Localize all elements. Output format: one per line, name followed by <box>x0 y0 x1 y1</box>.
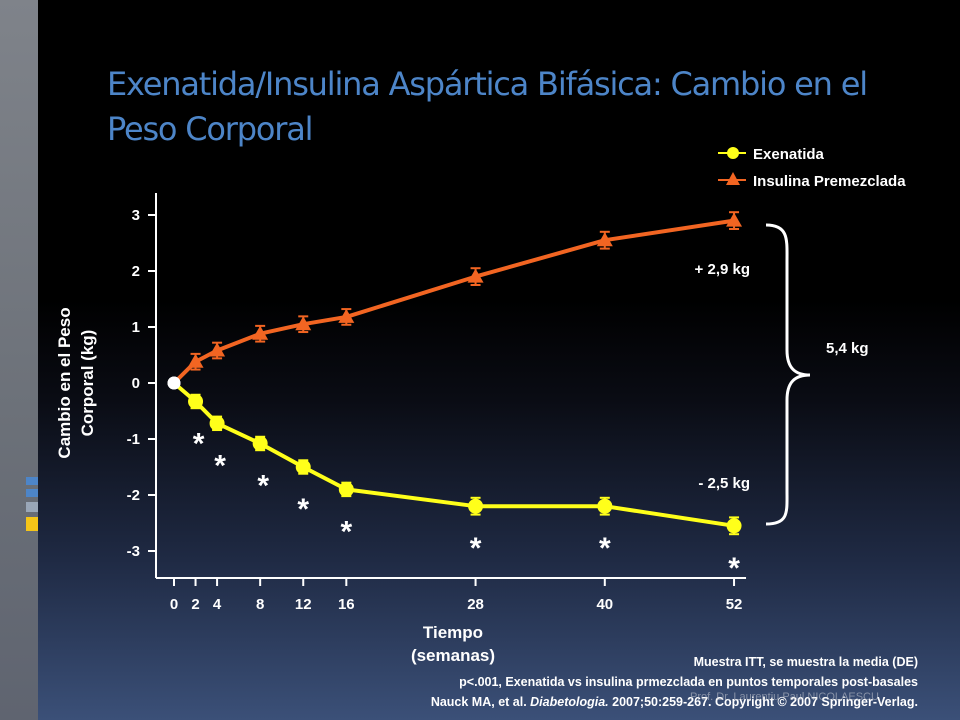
insulina-point-1 <box>187 353 204 368</box>
series-line-0 <box>172 381 735 528</box>
insulina-point-2 <box>209 342 226 357</box>
y-axis-label-line2: Corporal (kg) <box>78 330 97 437</box>
legend-marker-insulina <box>726 172 740 185</box>
baseline-point <box>167 376 181 390</box>
footnote-journal: Diabetologia. <box>530 695 609 709</box>
exenatida-point-4 <box>295 459 311 475</box>
legend: Exenatida Insulina Premezclada <box>718 146 906 190</box>
x-axis-label-line1: Tiempo <box>423 623 483 642</box>
x-tick-label-1: 2 <box>191 596 199 613</box>
exenatida-point-7 <box>597 498 613 514</box>
significance-star-0: * <box>193 427 205 460</box>
insulina-point-3 <box>252 325 269 340</box>
series-line-1 <box>172 218 735 385</box>
y-tick-label-0: -3 <box>127 543 140 560</box>
significance-star-4: * <box>340 515 352 548</box>
significance-star-6: * <box>599 532 611 565</box>
x-tick-label-4: 12 <box>295 596 312 613</box>
footnote-citation: 2007;50:259-267. Copyright © 2007 Spring… <box>608 695 918 709</box>
x-axis-label-line2: (semanas) <box>411 646 495 665</box>
significance-star-2: * <box>257 469 269 502</box>
significance-star-5: * <box>470 532 482 565</box>
legend-label-exenatida: Exenatida <box>753 146 825 163</box>
x-tick-label-8: 52 <box>726 596 743 613</box>
footnote-line-1: Muestra ITT, se muestra la media (DE) <box>693 655 918 669</box>
series-markers <box>167 212 743 534</box>
insulina-point-4 <box>295 316 312 331</box>
left-decorative-strip <box>0 0 38 720</box>
insulina-point-8 <box>726 212 743 227</box>
error-bars <box>190 211 740 536</box>
x-tick-label-2: 4 <box>213 596 222 613</box>
x-tick-label-5: 16 <box>338 596 355 613</box>
difference-brace <box>765 223 811 526</box>
strip-square-1 <box>26 477 38 485</box>
significance-star-1: * <box>214 449 226 482</box>
strip-square-2 <box>26 489 38 497</box>
insulina-point-6 <box>467 268 484 283</box>
annotation-exenatide-change: - 2,5 kg <box>698 475 750 492</box>
x-tick-label-3: 8 <box>256 596 264 613</box>
insulina-point-7 <box>596 232 613 247</box>
legend-marker-exenatida <box>727 147 739 159</box>
exenatida-point-2 <box>209 415 225 431</box>
y-tick-label-5: 2 <box>132 263 140 280</box>
significance-star-7: * <box>728 552 740 585</box>
footnote: Muestra ITT, se muestra la media (DE) p<… <box>431 652 918 712</box>
exenatida-point-5 <box>338 481 354 497</box>
significance-star-3: * <box>297 493 309 526</box>
y-tick-label-2: -1 <box>127 431 140 448</box>
exenatida-point-8 <box>726 518 742 534</box>
x-tick-label-0: 0 <box>170 596 178 613</box>
x-tick-label-7: 40 <box>596 596 613 613</box>
footnote-authors: Nauck MA, et al. <box>430 695 531 709</box>
y-tick-label-4: 1 <box>132 319 140 336</box>
annotation-difference: 5,4 kg <box>826 340 869 357</box>
strip-square-3 <box>26 502 38 512</box>
x-tick-label-6: 28 <box>467 596 484 613</box>
y-tick-label-6: 3 <box>132 207 140 224</box>
footnote-line-3: Nauck MA, et al. Diabetologia. 2007;50:2… <box>431 692 918 712</box>
footnote-line-2: p<.001, Exenatida vs insulina prmezclada… <box>459 675 918 689</box>
y-tick-label-3: 0 <box>132 375 140 392</box>
slide-title: Exenatida/Insulina Aspártica Bifásica: C… <box>107 65 868 148</box>
insulina-point-5 <box>338 308 355 323</box>
exenatida-point-6 <box>468 498 484 514</box>
exenatida-point-1 <box>188 393 204 409</box>
y-tick-label-1: -2 <box>127 487 140 504</box>
strip-square-4 <box>26 517 38 531</box>
watermark: Prof. Dr. Laurentiu Paul NICOLAESCU <box>690 691 879 703</box>
exenatida-point-3 <box>252 435 268 451</box>
legend-label-insulina: Insulina Premezclada <box>753 173 906 190</box>
significance-markers: * * * * * * * * <box>193 427 740 585</box>
slide-corner-mark <box>950 0 960 300</box>
annotation-insulin-change: + 2,9 kg <box>695 261 750 278</box>
y-axis-label-line1: Cambio en el Peso <box>55 307 74 458</box>
